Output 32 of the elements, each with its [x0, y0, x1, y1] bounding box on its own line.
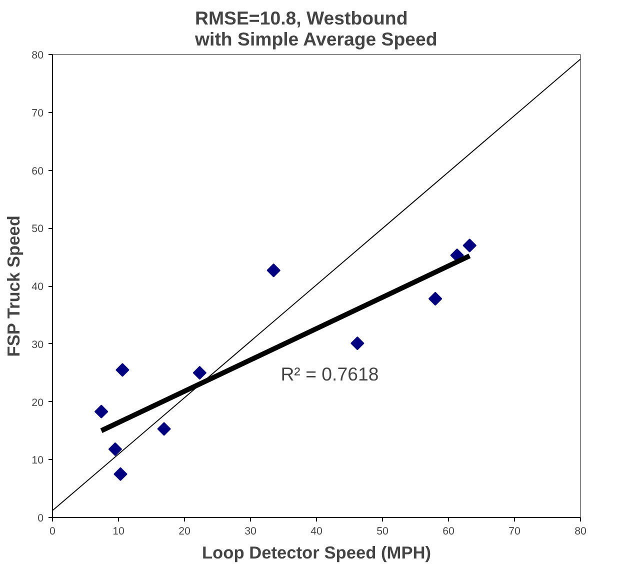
point — [116, 363, 130, 377]
point — [94, 404, 108, 418]
y-tick-label: 30 — [32, 338, 44, 351]
x-tick-label: 80 — [574, 526, 586, 538]
point — [266, 264, 280, 278]
x-tick-label: 50 — [376, 526, 388, 538]
point — [192, 366, 207, 380]
y-tick-label: 40 — [32, 281, 44, 293]
point — [350, 336, 364, 350]
annotation: R² = 0.7618 — [280, 363, 379, 384]
x-tick-label: 30 — [244, 526, 256, 538]
y-tick-label: 70 — [32, 107, 44, 120]
y-axis-title: FSP Truck Speed — [4, 216, 24, 357]
x-tick-label: 60 — [442, 526, 454, 538]
x-tick-label: 0 — [50, 526, 56, 538]
x-tick-label: 40 — [310, 526, 322, 538]
y-tick-label: 80 — [32, 50, 44, 62]
y-tick-label: 50 — [32, 223, 44, 236]
point — [108, 442, 122, 456]
point — [428, 292, 442, 306]
point — [157, 422, 171, 436]
x-tick-label: 20 — [178, 526, 190, 538]
x-tick-label: 10 — [112, 526, 124, 538]
x-axis-title: Loop Detector Speed (MPH) — [202, 542, 432, 562]
y-tick-label: 60 — [32, 165, 44, 178]
x-tick-label: 70 — [508, 526, 520, 538]
y-tick-label: 10 — [32, 454, 44, 467]
point — [462, 238, 476, 252]
y-tick-label: 20 — [32, 396, 44, 409]
chart-title: RMSE=10.8, Westbound with Simple Average Speed — [194, 8, 438, 50]
point — [114, 467, 128, 481]
y-tick-label: 0 — [38, 512, 44, 524]
